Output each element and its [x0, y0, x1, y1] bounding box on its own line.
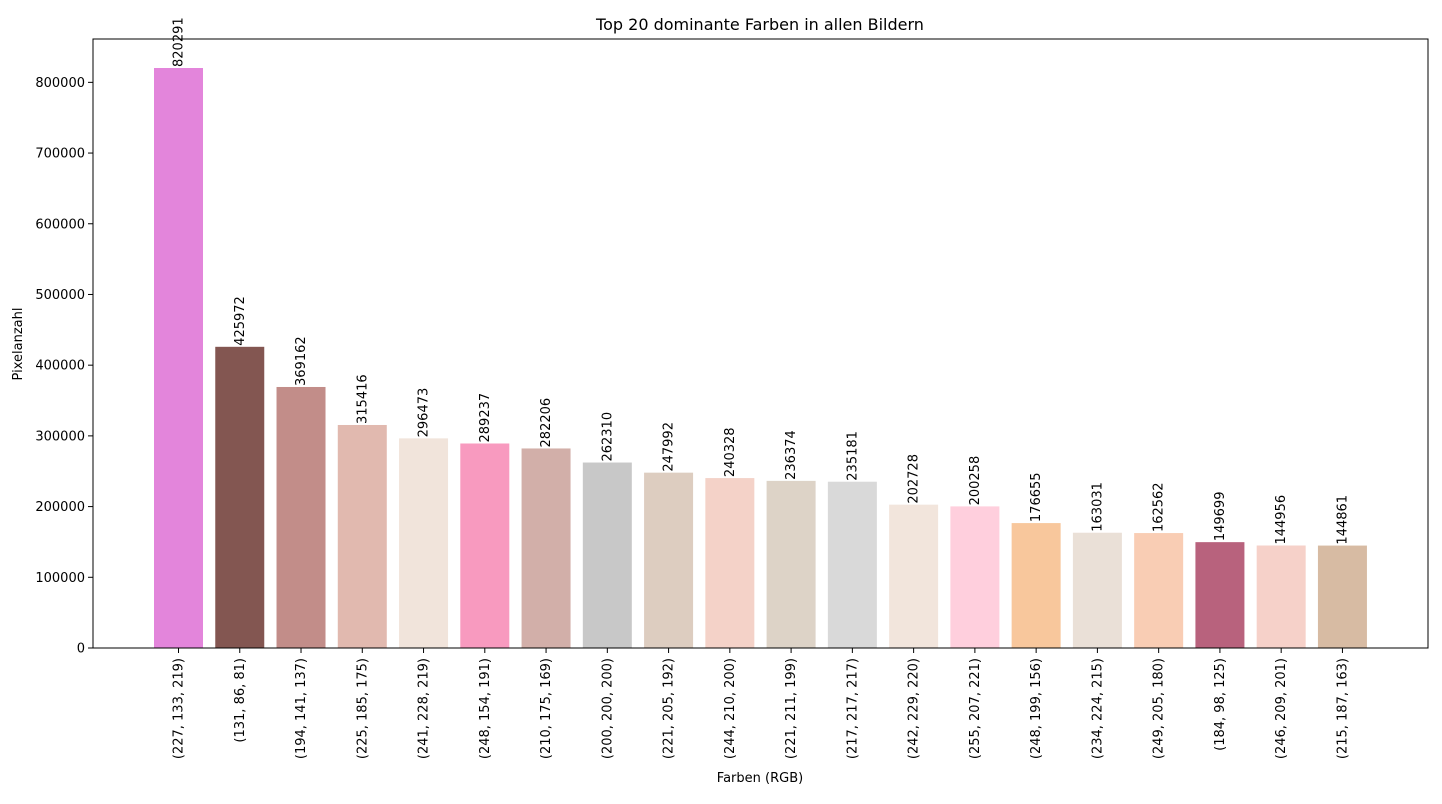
y-axis-label: Pixelanzahl: [11, 308, 26, 381]
y-tick-label: 0: [77, 642, 85, 657]
bar-value-label: 144956: [1274, 495, 1289, 545]
bar: [337, 424, 387, 648]
bar-value-label: 820291: [172, 17, 187, 67]
x-tick-label: (227, 133, 219): [172, 658, 187, 759]
y-tick-label: 700000: [35, 147, 85, 162]
y-tick-label: 600000: [35, 217, 85, 232]
bar: [154, 68, 203, 648]
x-tick-label: (248, 199, 156): [1029, 658, 1044, 759]
bar: [1072, 532, 1122, 648]
bar: [399, 438, 449, 648]
bar: [582, 462, 632, 648]
bar: [705, 478, 755, 648]
x-tick-label: (210, 175, 169): [539, 658, 554, 759]
bars-layer: [154, 68, 1367, 648]
y-tick-label: 300000: [35, 429, 85, 444]
x-tick-label: (249, 205, 180): [1152, 658, 1167, 759]
x-tick-label: (248, 154, 191): [478, 658, 493, 759]
bar-value-label: 247992: [662, 422, 677, 472]
bar-value-label: 176655: [1029, 472, 1044, 522]
bar: [1011, 523, 1061, 648]
x-axis-label: Farben (RGB): [717, 771, 803, 786]
bar: [644, 472, 694, 648]
x-tick-label: (246, 209, 201): [1274, 658, 1289, 759]
bar-value-label: 163031: [1090, 482, 1105, 532]
y-axis: 0 100000 200000 300000 400000 500000 600000 700…: [35, 76, 93, 657]
bar-value-label: 425972: [233, 296, 248, 346]
x-tick-label: (255, 207, 221): [968, 658, 983, 759]
bar: [889, 504, 939, 648]
x-tick-label: (184, 98, 125): [1213, 658, 1228, 751]
x-tick-label: (215, 187, 163): [1335, 658, 1350, 759]
bar: [460, 443, 510, 648]
x-tick-label: (200, 200, 200): [600, 658, 615, 759]
bar-value-label: 144861: [1335, 495, 1350, 545]
x-tick-label: (242, 229, 220): [907, 658, 922, 759]
y-tick-label: 200000: [35, 500, 85, 515]
bar: [215, 346, 265, 648]
bar-value-label: 202728: [907, 454, 922, 504]
y-tick-label: 400000: [35, 359, 85, 374]
bar-value-label: 289237: [478, 393, 493, 443]
bar: [766, 480, 816, 648]
bar: [950, 506, 1000, 648]
bar-value-label: 369162: [294, 336, 309, 386]
y-tick-label: 500000: [35, 288, 85, 303]
bar-value-label: 240328: [723, 427, 738, 477]
x-tick-label: (234, 224, 215): [1090, 658, 1105, 759]
plot-frame: [92, 38, 1429, 649]
bar: [1256, 545, 1306, 648]
bar-value-label: 236374: [784, 430, 799, 480]
bar: [276, 386, 326, 648]
x-tick-label: (221, 211, 199): [784, 658, 799, 759]
x-tick-label: (217, 217, 217): [845, 658, 860, 759]
bar-value-label: 200258: [968, 456, 983, 506]
bar: [827, 481, 877, 648]
bar-value-label: 149699: [1213, 492, 1228, 542]
x-tick-label: (131, 86, 81): [233, 658, 248, 743]
bar: [1317, 545, 1367, 648]
x-tick-label: (244, 210, 200): [723, 658, 738, 759]
bar-value-label: 262310: [600, 412, 615, 462]
bar: [521, 448, 571, 648]
x-tick-label: (241, 228, 219): [417, 658, 432, 759]
x-tick-label: (225, 185, 175): [355, 658, 370, 759]
value-labels-layer: 820291 425972 369162 315416 296473 289237 2822…: [172, 17, 1351, 544]
chart-title: Top 20 dominante Farben in allen Bildern: [595, 15, 924, 34]
bar-value-label: 315416: [355, 374, 370, 424]
bar-value-label: 235181: [845, 431, 860, 481]
y-tick-label: 800000: [35, 76, 85, 91]
x-tick-label: (194, 141, 137): [294, 658, 309, 759]
y-tick-label: 100000: [35, 571, 85, 586]
x-axis: (227, 133, 219) (131, 86, 81) (194, 141, 1…: [172, 648, 1350, 759]
bar: [1195, 542, 1245, 648]
x-tick-label: (221, 205, 192): [662, 658, 677, 759]
bar-value-label: 282206: [539, 398, 554, 448]
bar-value-label: 296473: [417, 388, 432, 438]
bar-value-label: 162562: [1152, 482, 1167, 532]
bar: [1134, 533, 1184, 648]
